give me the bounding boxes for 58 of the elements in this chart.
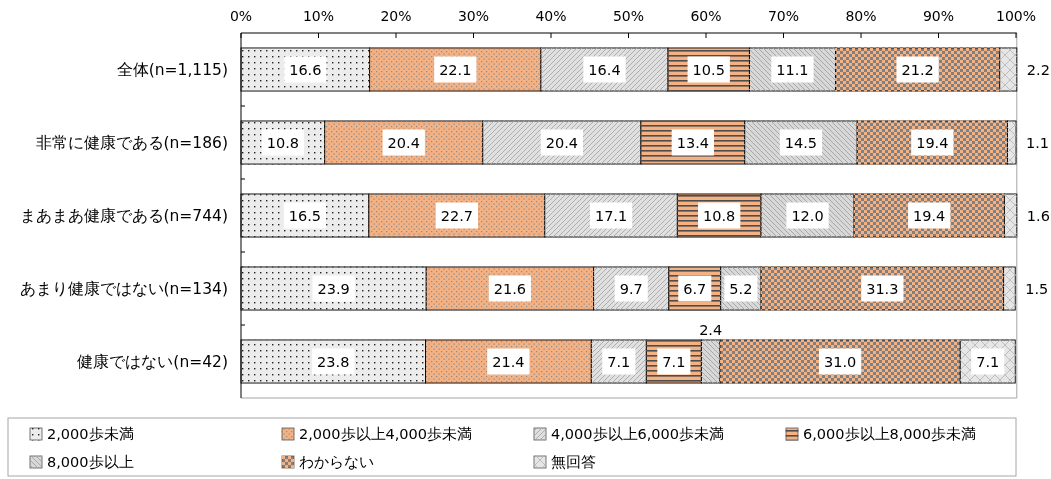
data-label: 14.5 — [784, 134, 818, 151]
data-label: 19.4 — [916, 134, 949, 151]
data-label: 1.1 — [1026, 134, 1050, 151]
data-label: 10.8 — [266, 134, 299, 151]
x-tick-label: 0% — [229, 8, 253, 24]
data-label: 16.6 — [289, 61, 322, 78]
legend-label: 2,000歩未満 — [47, 426, 134, 442]
data-label: 31.0 — [823, 353, 857, 370]
data-label: 21.6 — [493, 280, 527, 297]
data-label: 31.3 — [866, 280, 899, 297]
legend-label: 無回答 — [551, 454, 596, 470]
data-label: 16.4 — [588, 61, 621, 78]
data-label: 16.5 — [288, 207, 322, 224]
data-label: 1.5 — [1025, 280, 1049, 297]
x-tick-label: 10% — [302, 8, 335, 24]
data-label: 7.1 — [662, 353, 686, 370]
data-label: 20.4 — [545, 134, 579, 151]
data-label: 21.4 — [492, 353, 525, 370]
y-tick-label: 非常に健康である(n=186) — [35, 133, 228, 152]
data-label: 11.1 — [776, 61, 809, 78]
data-label: 10.8 — [703, 207, 736, 224]
data-label: 23.8 — [317, 353, 350, 370]
y-tick-label: 全体(n=1,115) — [116, 60, 228, 79]
x-tick-label: 90% — [922, 8, 955, 24]
x-tick-label: 100% — [996, 8, 1037, 24]
legend-label: 4,000歩以上6,000歩未満 — [551, 426, 725, 442]
y-tick-label: まあまあ健康である(n=744) — [19, 206, 228, 225]
data-label: 22.7 — [440, 207, 473, 224]
data-label: 22.1 — [439, 61, 472, 78]
legend-label: 8,000歩以上 — [47, 454, 134, 470]
x-tick-label: 70% — [767, 8, 800, 24]
x-tick-label: 20% — [380, 8, 412, 24]
data-label: 17.1 — [594, 207, 628, 224]
data-label: 12.0 — [791, 207, 824, 224]
x-tick-label: 60% — [690, 8, 722, 24]
data-label: 6.7 — [683, 280, 707, 297]
data-label: 20.4 — [387, 134, 420, 151]
x-tick-label: 80% — [845, 8, 877, 24]
data-label: 2.4 — [699, 321, 723, 338]
data-label: 7.1 — [607, 353, 631, 370]
data-label: 9.7 — [619, 280, 643, 297]
data-label: 5.2 — [729, 280, 753, 297]
y-tick-label: あまり健康ではない(n=134) — [19, 279, 228, 298]
x-tick-label: 50% — [612, 8, 645, 24]
x-tick-label: 30% — [457, 8, 490, 24]
data-label: 13.4 — [676, 134, 709, 151]
data-label: 2.2 — [1026, 61, 1050, 78]
data-label: 7.1 — [976, 353, 1000, 370]
data-label: 1.6 — [1026, 207, 1050, 224]
data-label: 21.2 — [901, 61, 934, 78]
legend-label: 2,000歩以上4,000歩未満 — [299, 426, 473, 442]
data-label: 10.5 — [692, 61, 725, 78]
y-tick-label: 健康ではない(n=42) — [77, 352, 228, 371]
x-tick-label: 40% — [535, 8, 567, 24]
legend-label: 6,000歩以上8,000歩未満 — [803, 426, 977, 442]
data-label: 19.4 — [913, 207, 946, 224]
data-label: 23.9 — [317, 280, 350, 297]
legend-label: わからない — [299, 454, 374, 470]
